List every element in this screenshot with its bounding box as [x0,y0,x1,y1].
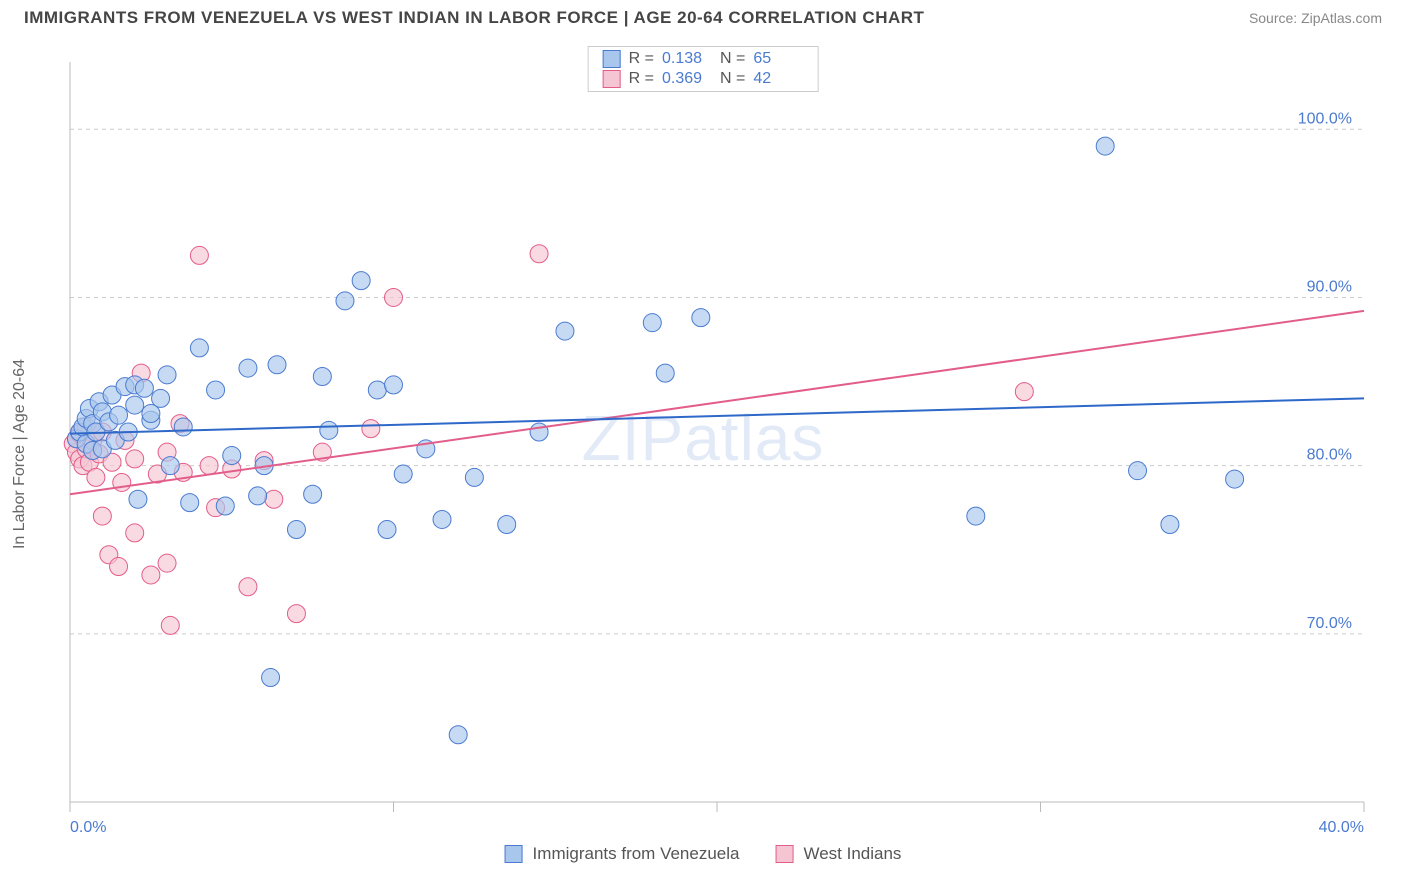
chart-title: IMMIGRANTS FROM VENEZUELA VS WEST INDIAN… [24,8,924,28]
scatter-point-b [200,457,218,475]
scatter-point-a [643,314,661,332]
scatter-point-a [692,309,710,327]
scatter-point-a [135,379,153,397]
scatter-point-a [287,521,305,539]
series-legend-item: Immigrants from Venezuela [505,844,740,864]
scatter-point-a [262,669,280,687]
scatter-point-a [368,381,386,399]
scatter-point-a [1161,516,1179,534]
legend-swatch [603,50,621,68]
correlation-legend: R = 0.138 N = 65 R = 0.369 N = 42 [588,46,819,92]
legend-swatch [505,845,523,863]
scatter-point-b [287,605,305,623]
scatter-point-b [1015,383,1033,401]
scatter-point-a [656,364,674,382]
scatter-point-a [378,521,396,539]
series-legend-label: West Indians [803,844,901,864]
scatter-point-a [967,507,985,525]
scatter-point-b [142,566,160,584]
series-legend-label: Immigrants from Venezuela [533,844,740,864]
scatter-point-b [530,245,548,263]
scatter-point-a [336,292,354,310]
scatter-point-b [190,246,208,264]
scatter-point-a [126,396,144,414]
r-value: 0.369 [662,70,712,88]
y-tick-label: 80.0% [1307,447,1352,464]
scatter-point-b [239,578,257,596]
scatter-point-a [556,322,574,340]
scatter-chart: 70.0% 80.0% 90.0% 100.0% 0.0% 40.0% [24,44,1382,864]
scatter-point-a [207,381,225,399]
n-label: N = [720,70,745,88]
y-tick-label: 70.0% [1307,615,1352,632]
scatter-point-a [249,487,267,505]
n-label: N = [720,50,745,68]
legend-swatch [603,70,621,88]
series-legend: Immigrants from Venezuela West Indians [505,844,902,864]
correlation-legend-row: R = 0.138 N = 65 [589,49,818,69]
scatter-point-a [394,465,412,483]
legend-swatch [775,845,793,863]
n-value: 65 [753,50,803,68]
scatter-point-a [110,406,128,424]
scatter-point-a [239,359,257,377]
trend-line-b [70,311,1364,494]
scatter-point-b [385,288,403,306]
scatter-point-a [465,468,483,486]
x-tick-label: 40.0% [1319,819,1364,836]
scatter-point-a [129,490,147,508]
scatter-point-b [126,450,144,468]
x-tick-label: 0.0% [70,819,106,836]
scatter-point-a [174,418,192,436]
scatter-point-a [433,510,451,528]
scatter-point-b [265,490,283,508]
scatter-point-b [110,558,128,576]
scatter-point-a [530,423,548,441]
scatter-point-a [385,376,403,394]
scatter-point-a [181,494,199,512]
scatter-point-a [1226,470,1244,488]
y-tick-label: 90.0% [1307,278,1352,295]
scatter-point-a [190,339,208,357]
scatter-point-a [216,497,234,515]
chart-container: In Labor Force | Age 20-64 ZIPatlas 70.0… [24,44,1382,864]
scatter-point-b [126,524,144,542]
r-label: R = [629,70,654,88]
n-value: 42 [753,70,803,88]
scatter-point-a [498,516,516,534]
series-legend-item: West Indians [775,844,901,864]
scatter-point-a [320,421,338,439]
scatter-point-a [223,447,241,465]
y-axis-label: In Labor Force | Age 20-64 [11,359,29,549]
source-label: Source: ZipAtlas.com [1249,10,1382,26]
scatter-point-a [161,457,179,475]
scatter-point-b [87,468,105,486]
r-label: R = [629,50,654,68]
scatter-point-b [93,507,111,525]
scatter-point-b [158,554,176,572]
scatter-point-b [362,420,380,438]
scatter-point-b [161,616,179,634]
trend-line-a [70,398,1364,433]
y-tick-label: 100.0% [1298,110,1352,127]
scatter-point-a [152,389,170,407]
scatter-point-a [268,356,286,374]
scatter-point-a [158,366,176,384]
scatter-point-a [304,485,322,503]
scatter-point-a [449,726,467,744]
scatter-point-a [313,368,331,386]
correlation-legend-row: R = 0.369 N = 42 [589,69,818,89]
scatter-point-a [352,272,370,290]
scatter-point-a [1096,137,1114,155]
r-value: 0.138 [662,50,712,68]
scatter-point-a [1129,462,1147,480]
